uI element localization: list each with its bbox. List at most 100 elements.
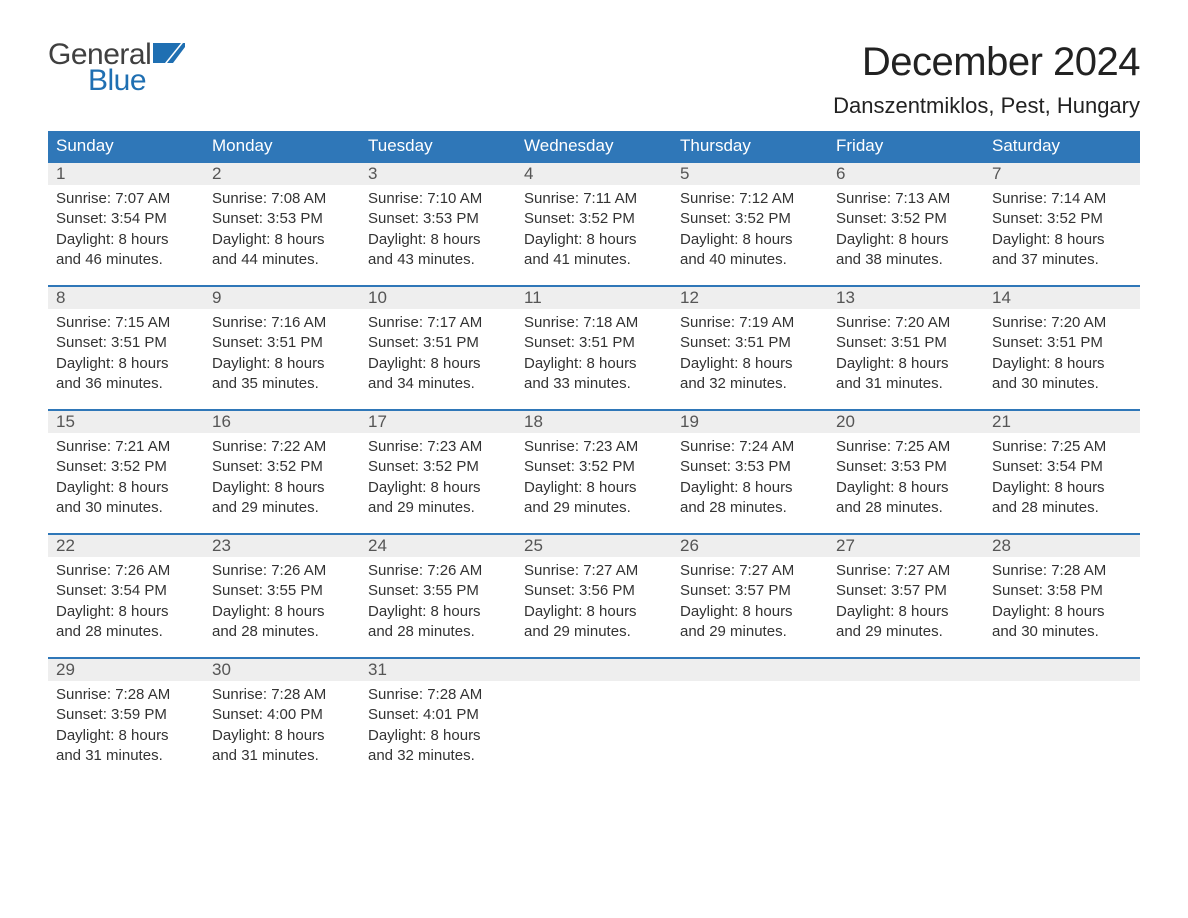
day-d1: Daylight: 8 hours [524,354,664,374]
day-d1: Daylight: 8 hours [836,230,976,250]
day-cell [984,659,1140,781]
day-number: 2 [212,164,221,183]
day-d1: Daylight: 8 hours [368,726,508,746]
day-cell: 26Sunrise: 7:27 AMSunset: 3:57 PMDayligh… [672,535,828,657]
day-number-bar: 31 [360,659,516,681]
day-d1: Daylight: 8 hours [992,602,1132,622]
day-d2: and 38 minutes. [836,250,976,270]
day-d1: Daylight: 8 hours [56,602,196,622]
week-row: 29Sunrise: 7:28 AMSunset: 3:59 PMDayligh… [48,657,1140,781]
day-d1: Daylight: 8 hours [212,478,352,498]
day-cell: 16Sunrise: 7:22 AMSunset: 3:52 PMDayligh… [204,411,360,533]
week-row: 15 Sunrise: 7:21 AM Sunset: 3:52 PM Dayligh… [48,409,1140,533]
day-number-bar: 27 [828,535,984,557]
day-number: 22 [56,536,75,555]
day-sunset: Sunset: 3:52 PM [524,209,664,229]
day-sunset: Sunset: 3:51 PM [56,333,196,353]
day-cell: 24Sunrise: 7:26 AMSunset: 3:55 PMDayligh… [360,535,516,657]
day-cell: 29Sunrise: 7:28 AMSunset: 3:59 PMDayligh… [48,659,204,781]
day-d1: Daylight: 8 hours [212,726,352,746]
day-sunset: Sunset: 3:53 PM [680,457,820,477]
day-number-bar [672,659,828,681]
day-cell: 4Sunrise: 7:11 AMSunset: 3:52 PMDaylight… [516,163,672,285]
day-number-bar: 6 [828,163,984,185]
day-d2: and 28 minutes. [212,622,352,642]
day-d2: and 44 minutes. [212,250,352,270]
day-number-bar: 22 [48,535,204,557]
day-number-bar: 28 [984,535,1140,557]
day-sunset: Sunset: 3:57 PM [836,581,976,601]
day-cell: 28Sunrise: 7:28 AMSunset: 3:58 PMDayligh… [984,535,1140,657]
day-cell: 25Sunrise: 7:27 AMSunset: 3:56 PMDayligh… [516,535,672,657]
day-d2: and 41 minutes. [524,250,664,270]
day-d2: and 35 minutes. [212,374,352,394]
day-cell: 27Sunrise: 7:27 AMSunset: 3:57 PMDayligh… [828,535,984,657]
day-number: 5 [680,164,689,183]
day-body: Sunrise: 7:10 AMSunset: 3:53 PMDaylight:… [360,185,516,278]
day-d2: and 28 minutes. [992,498,1132,518]
logo-text-blue: Blue [88,66,185,96]
day-sunset: Sunset: 3:52 PM [524,457,664,477]
day-sunset: Sunset: 3:58 PM [992,581,1132,601]
day-d2: and 29 minutes. [368,498,508,518]
day-sunset: Sunset: 3:51 PM [212,333,352,353]
day-d1: Daylight: 8 hours [680,230,820,250]
weekday-header: Saturday [984,131,1140,161]
day-number-bar: 25 [516,535,672,557]
day-body: Sunrise: 7:15 AMSunset: 3:51 PMDaylight:… [48,309,204,402]
day-d1: Daylight: 8 hours [368,230,508,250]
day-number-bar: 15 [48,411,204,433]
day-d2: and 29 minutes. [212,498,352,518]
day-cell: 15Sunrise: 7:21 AMSunset: 3:52 PMDayligh… [48,411,204,533]
day-d1: Daylight: 8 hours [992,478,1132,498]
day-number-bar: 14 [984,287,1140,309]
day-cell: 7Sunrise: 7:14 AMSunset: 3:52 PMDaylight… [984,163,1140,285]
day-cell: 11Sunrise: 7:18 AMSunset: 3:51 PMDayligh… [516,287,672,409]
flag-icon [153,43,185,67]
day-body [828,681,984,765]
day-body: Sunrise: 7:26 AMSunset: 3:55 PMDaylight:… [360,557,516,650]
day-number [992,660,997,679]
day-sunrise: Sunrise: 7:28 AM [212,685,352,705]
day-sunset: Sunset: 3:51 PM [836,333,976,353]
day-d1: Daylight: 8 hours [680,478,820,498]
day-body: Sunrise: 7:20 AMSunset: 3:51 PMDaylight:… [828,309,984,402]
day-number: 31 [368,660,387,679]
day-cell: 19Sunrise: 7:24 AMSunset: 3:53 PMDayligh… [672,411,828,533]
day-cell: 10Sunrise: 7:17 AMSunset: 3:51 PMDayligh… [360,287,516,409]
day-number-bar: 19 [672,411,828,433]
day-sunrise: Sunrise: 7:25 AM [836,437,976,457]
day-body: Sunrise: 7:25 AMSunset: 3:54 PMDaylight:… [984,433,1140,526]
day-number: 19 [680,412,699,431]
day-number-bar: 17 [360,411,516,433]
day-number: 18 [524,412,543,431]
day-sunrise: Sunrise: 7:21 AM [56,437,196,457]
day-d2: and 31 minutes. [836,374,976,394]
day-d2: and 28 minutes. [368,622,508,642]
day-body: Sunrise: 7:28 AMSunset: 3:59 PMDaylight:… [48,681,204,774]
day-number-bar: 24 [360,535,516,557]
weeks-container: 1Sunrise: 7:07 AMSunset: 3:54 PMDaylight… [48,161,1140,781]
day-number-bar: 20 [828,411,984,433]
day-d2: and 29 minutes. [836,622,976,642]
day-sunset: Sunset: 3:51 PM [368,333,508,353]
day-sunrise: Sunrise: 7:10 AM [368,189,508,209]
day-sunset: Sunset: 3:55 PM [368,581,508,601]
day-cell: 17Sunrise: 7:23 AMSunset: 3:52 PMDayligh… [360,411,516,533]
day-cell: 5Sunrise: 7:12 AMSunset: 3:52 PMDaylight… [672,163,828,285]
day-cell: 8Sunrise: 7:15 AMSunset: 3:51 PMDaylight… [48,287,204,409]
day-number: 26 [680,536,699,555]
day-sunrise: Sunrise: 7:14 AM [992,189,1132,209]
day-number-bar: 2 [204,163,360,185]
day-number: 28 [992,536,1011,555]
day-sunrise: Sunrise: 7:28 AM [56,685,196,705]
day-number-bar: 30 [204,659,360,681]
day-sunrise: Sunrise: 7:18 AM [524,313,664,333]
day-d2: and 36 minutes. [56,374,196,394]
day-number-bar: 23 [204,535,360,557]
day-number: 23 [212,536,231,555]
day-sunset: Sunset: 3:51 PM [524,333,664,353]
day-number: 6 [836,164,845,183]
day-d2: and 30 minutes. [992,622,1132,642]
day-sunrise: Sunrise: 7:26 AM [212,561,352,581]
